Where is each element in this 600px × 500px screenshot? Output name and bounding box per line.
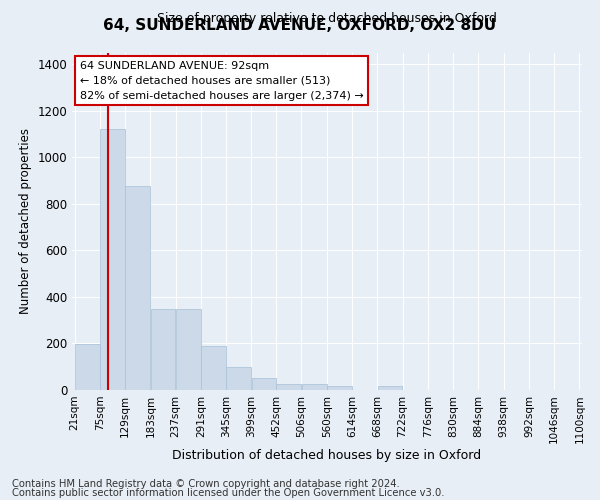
Bar	[327, 386, 352, 390]
Bar	[226, 366, 251, 390]
Bar	[125, 186, 150, 390]
Title: Size of property relative to detached houses in Oxford: Size of property relative to detached ho…	[157, 12, 497, 25]
Bar	[100, 130, 125, 390]
X-axis label: Distribution of detached houses by size in Oxford: Distribution of detached houses by size …	[172, 449, 482, 462]
Bar	[377, 386, 403, 390]
Bar	[277, 384, 301, 390]
Bar	[151, 308, 175, 390]
Text: Contains HM Land Registry data © Crown copyright and database right 2024.: Contains HM Land Registry data © Crown c…	[12, 479, 400, 489]
Text: 64 SUNDERLAND AVENUE: 92sqm
← 18% of detached houses are smaller (513)
82% of se: 64 SUNDERLAND AVENUE: 92sqm ← 18% of det…	[80, 61, 364, 100]
Bar	[302, 384, 326, 390]
Text: Contains public sector information licensed under the Open Government Licence v3: Contains public sector information licen…	[12, 488, 445, 498]
Text: 64, SUNDERLAND AVENUE, OXFORD, OX2 8DU: 64, SUNDERLAND AVENUE, OXFORD, OX2 8DU	[103, 18, 497, 32]
Bar	[75, 344, 100, 390]
Bar	[251, 378, 276, 390]
Y-axis label: Number of detached properties: Number of detached properties	[19, 128, 32, 314]
Bar	[201, 346, 226, 390]
Bar	[176, 308, 200, 390]
